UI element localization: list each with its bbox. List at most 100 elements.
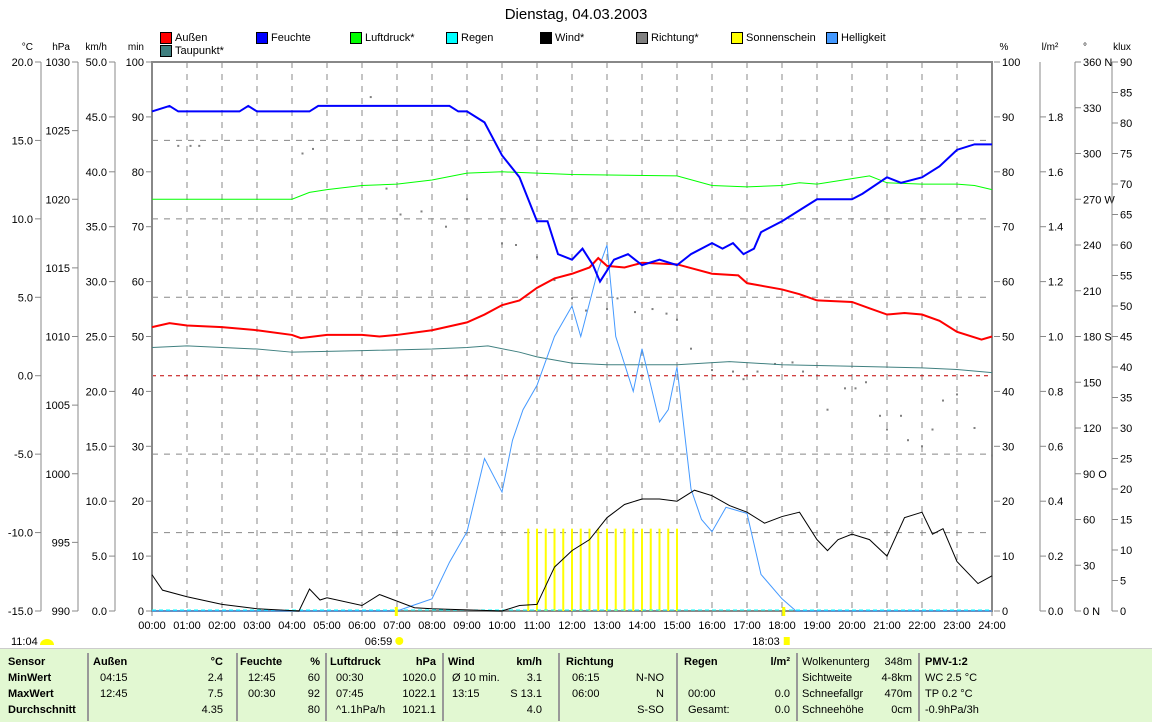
temp-tick-label: 20.0 (12, 57, 33, 69)
stat-cell: km/h (516, 656, 542, 668)
hpa-tick-label: 1000 (46, 469, 70, 481)
x-tick-label: 14:00 (628, 620, 656, 632)
wind-direction-dot (991, 454, 993, 457)
x-tick-label: 16:00 (698, 620, 726, 632)
x-tick-label: 19:00 (803, 620, 831, 632)
series-feuchte (151, 104, 992, 284)
x-tick-label: 11:00 (524, 620, 551, 632)
wind-direction-dot (886, 428, 888, 431)
min-tick-label: 50 (132, 332, 144, 344)
rain-tick-label: 1.6 (1048, 167, 1063, 179)
hpa-tick-label: 1020 (46, 194, 70, 206)
stat-cell: °C (210, 656, 223, 668)
stat-cell: 1021.1 (402, 704, 436, 716)
stat-cell: Außen (93, 656, 128, 668)
stat-cell: Schneefallgr (802, 688, 864, 700)
legend-item: Richtung* (636, 32, 699, 44)
wind-direction-dot (665, 312, 668, 315)
min-tick-label: 20 (132, 496, 144, 508)
hpa-tick-label: 990 (52, 606, 70, 618)
wind-direction-dot (854, 387, 857, 390)
legend-swatch (540, 32, 552, 44)
legend-label: Außen (175, 32, 208, 44)
hpa-tick-label: 995 (52, 537, 70, 549)
column-divider (558, 653, 560, 721)
rain-tick-label: 0.8 (1048, 386, 1063, 398)
column-divider (918, 653, 920, 721)
pct-tick-label: 30 (1002, 441, 1014, 453)
stat-cell: 0cm (891, 704, 912, 716)
rain-tick-label: 1.8 (1048, 112, 1063, 124)
wind-direction-dot (445, 225, 447, 228)
wind-direction-dot (900, 414, 902, 417)
klux-tick-label: 85 (1120, 88, 1132, 100)
rain-tick-label: 0.2 (1048, 551, 1063, 563)
stat-cell: 00:30 (248, 688, 276, 700)
x-tick-label: 24:00 (978, 620, 1006, 632)
pct-tick-label: 10 (1002, 551, 1014, 563)
x-tick-label: 00:00 (138, 620, 166, 632)
kmh-tick-label: 0.0 (92, 606, 107, 618)
hpa-tick-label: 1015 (46, 263, 70, 275)
stat-cell: -0.9hPa/3h (925, 704, 979, 716)
wind-direction-dot (385, 187, 388, 190)
wind-direction-dot (942, 399, 944, 402)
temp-tick-label: 5.0 (18, 292, 33, 304)
klux-tick-label: 65 (1120, 210, 1132, 222)
x-tick-label: 07:00 (383, 620, 411, 632)
temp-tick-label: 0.0 (18, 371, 33, 383)
hpa-axis-unit: hPa (52, 42, 70, 53)
stat-cell: Wolkenunterg (802, 656, 870, 668)
wind-direction-dot (690, 347, 692, 350)
legend-item: Sonnenschein (731, 32, 816, 44)
deg-tick-label: 0 N (1083, 606, 1100, 618)
stat-cell: N (656, 688, 664, 700)
column-divider (87, 653, 89, 721)
wind-direction-dot (826, 408, 829, 411)
legend-label: Feuchte (271, 32, 311, 44)
hpa-tick-label: 1010 (46, 332, 70, 344)
x-tick-label: 13:00 (593, 620, 621, 632)
klux-tick-label: 55 (1120, 271, 1132, 283)
sunrise-time: 06:59 (365, 636, 393, 648)
pct-tick-label: 60 (1002, 277, 1014, 289)
stat-cell: 06:00 (572, 688, 600, 700)
stat-cell: 06:15 (572, 672, 600, 684)
pct-tick-label: 90 (1002, 112, 1014, 124)
temp-tick-label: 15.0 (12, 135, 33, 147)
legend-item: Helligkeit (826, 32, 886, 44)
stat-cell: 92 (307, 688, 320, 700)
temp-tick-label: -5.0 (14, 449, 33, 461)
temp-tick-label: -10.0 (8, 528, 33, 540)
kmh-tick-label: 5.0 (92, 551, 107, 563)
deg-tick-label: 360 N (1083, 57, 1112, 69)
stat-cell: MinWert (8, 672, 52, 684)
wind-direction-dot (973, 427, 976, 429)
x-tick-label: 03:00 (243, 620, 271, 632)
stat-cell: 12:45 (100, 688, 128, 700)
pct-tick-label: 50 (1002, 332, 1014, 344)
stat-cell: 07:45 (336, 688, 364, 700)
klux-tick-label: 10 (1120, 545, 1132, 557)
deg-tick-label: 90 O (1083, 469, 1107, 481)
klux-tick-label: 20 (1120, 484, 1132, 496)
pct-tick-label: 80 (1002, 167, 1014, 179)
stat-cell: 4-8km (881, 672, 912, 684)
wind-direction-dot (466, 198, 468, 201)
series-helligkeit (152, 244, 992, 612)
deg-axis-unit: ° (1083, 42, 1087, 53)
rain-tick-label: 1.2 (1048, 277, 1063, 289)
deg-tick-label: 240 (1083, 240, 1101, 252)
wind-direction-dot (553, 279, 556, 282)
klux-tick-label: 70 (1120, 179, 1132, 191)
legend-item: Außen (160, 32, 207, 44)
stat-cell: 2.4 (207, 672, 223, 684)
x-tick-label: 22:00 (908, 620, 936, 632)
wind-direction-dot (369, 96, 372, 99)
wind-direction-dot (616, 297, 619, 300)
legend-item: Feuchte (256, 32, 311, 44)
stat-cell: 13:15 (452, 688, 480, 700)
x-tick-label: 01:00 (173, 620, 201, 632)
legend-label: Taupunkt* (175, 45, 224, 57)
rain-axis-unit: l/m² (1042, 42, 1059, 53)
